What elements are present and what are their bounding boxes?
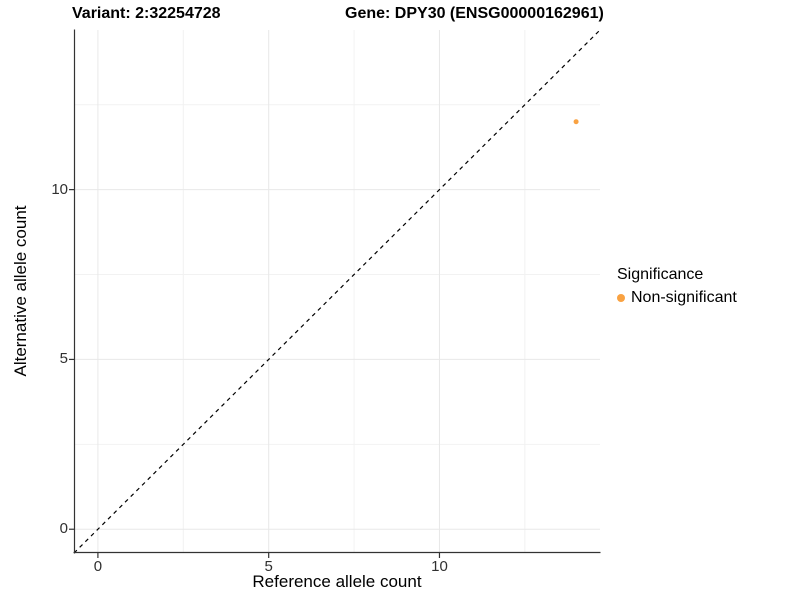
x-tick-label: 0 bbox=[93, 558, 103, 575]
y-tick-label: 10 bbox=[51, 180, 68, 198]
dot-icon bbox=[617, 294, 625, 302]
variant-title: Variant: 2:32254728 bbox=[72, 5, 221, 22]
plot-panel bbox=[69, 29, 601, 558]
data-point bbox=[573, 119, 579, 125]
x-tick-label: 5 bbox=[264, 558, 273, 575]
y-tick-label: 5 bbox=[59, 350, 68, 368]
y-tick-label: 0 bbox=[59, 520, 68, 538]
y-axis-title-text: Alternative allele count bbox=[11, 205, 30, 377]
x-tick-label: 10 bbox=[431, 558, 448, 575]
x-axis-title: Reference allele count bbox=[252, 572, 422, 591]
legend-title: Significance bbox=[617, 266, 704, 283]
gene-title: Gene: DPY30 (ENSG00000162961) bbox=[345, 5, 604, 22]
legend-item-non-significant: Non-significant bbox=[617, 289, 737, 307]
legend: Significance Non-significant bbox=[617, 266, 737, 307]
plot-area bbox=[69, 29, 601, 558]
legend-item-label: Non-significant bbox=[631, 289, 737, 306]
identity-reference-line bbox=[73, 29, 601, 554]
